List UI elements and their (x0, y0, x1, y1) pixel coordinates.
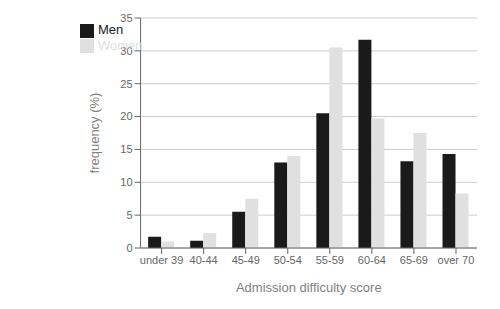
svg-text:frequency (%): frequency (%) (87, 93, 102, 174)
svg-text:5: 5 (126, 209, 132, 221)
svg-text:40-44: 40-44 (190, 254, 218, 266)
svg-text:25: 25 (120, 78, 132, 90)
svg-text:55-59: 55-59 (316, 254, 344, 266)
svg-text:45-49: 45-49 (232, 254, 260, 266)
svg-text:under 39: under 39 (140, 254, 183, 266)
svg-text:Admission difficulty score: Admission difficulty score (236, 280, 382, 295)
svg-text:65-69: 65-69 (400, 254, 428, 266)
svg-text:60-64: 60-64 (358, 254, 386, 266)
svg-text:10: 10 (120, 176, 132, 188)
svg-text:35: 35 (120, 12, 132, 24)
svg-text:50-54: 50-54 (274, 254, 302, 266)
svg-text:20: 20 (120, 110, 132, 122)
svg-text:30: 30 (120, 45, 132, 57)
svg-text:15: 15 (120, 143, 132, 155)
svg-text:0: 0 (126, 242, 132, 254)
svg-text:over 70: over 70 (438, 254, 475, 266)
